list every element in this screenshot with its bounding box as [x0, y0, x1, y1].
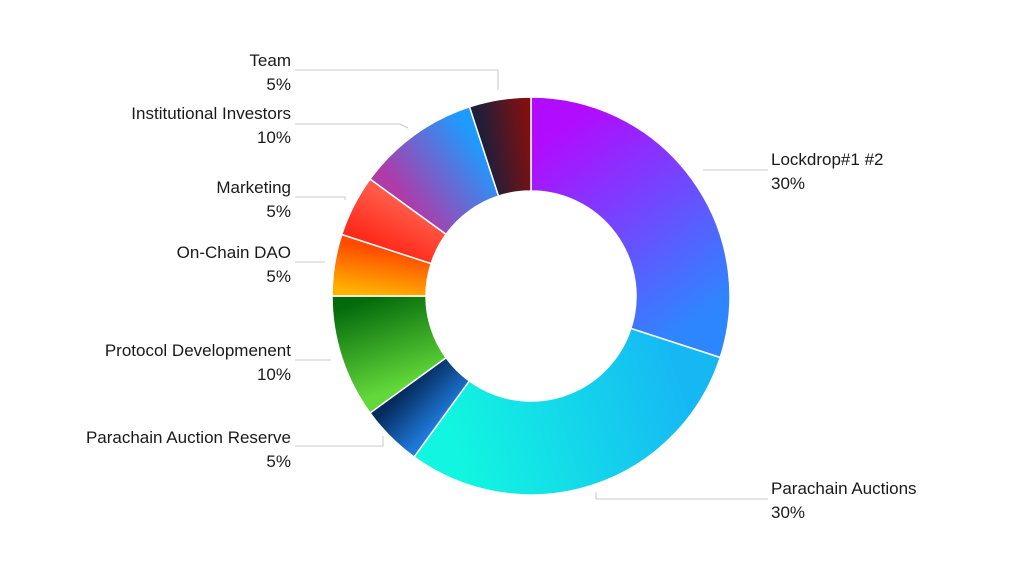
slice-percent-parachain-auction-reserve: 5%: [266, 452, 291, 471]
slice-label-marketing: Marketing: [216, 178, 291, 197]
leader-line-institutional-investors: [295, 123, 409, 129]
slice-label-parachain-auction-reserve: Parachain Auction Reserve: [86, 428, 291, 447]
slice-label-parachain-auctions: Parachain Auctions: [771, 479, 917, 498]
leader-line-marketing: [295, 196, 346, 200]
slice-percent-team: 5%: [266, 75, 291, 94]
slice-lockdrop-1-2: [530, 96, 731, 359]
slice-percent-on-chain-dao: 5%: [266, 267, 291, 286]
slice-label-team: Team: [249, 51, 291, 70]
slice-percent-protocol-developmenent: 10%: [257, 365, 291, 384]
label-layer: Lockdrop#1 #2 30% Parachain Auctions 30% Par…: [86, 51, 917, 522]
slice-label-protocol-developmenent: Protocol Developmenent: [105, 341, 291, 360]
leader-line-team: [295, 69, 499, 90]
slice-parachain-auctions: [412, 327, 722, 496]
leader-line-parachain-auctions: [595, 492, 768, 500]
slice-percent-institutional-investors: 10%: [257, 128, 291, 147]
slice-layer: [331, 96, 731, 496]
slice-label-lockdrop-1-2: Lockdrop#1 #2: [771, 150, 883, 169]
leader-layer: [295, 69, 768, 500]
slice-label-on-chain-dao: On-Chain DAO: [177, 243, 291, 262]
leader-line-parachain-auction-reserve: [295, 436, 384, 447]
slice-team: [468, 96, 532, 198]
slice-label-institutional-investors: Institutional Investors: [131, 104, 291, 123]
slice-percent-lockdrop-1-2: 30%: [771, 174, 805, 193]
slice-percent-parachain-auctions: 30%: [771, 503, 805, 522]
slice-percent-marketing: 5%: [266, 202, 291, 221]
